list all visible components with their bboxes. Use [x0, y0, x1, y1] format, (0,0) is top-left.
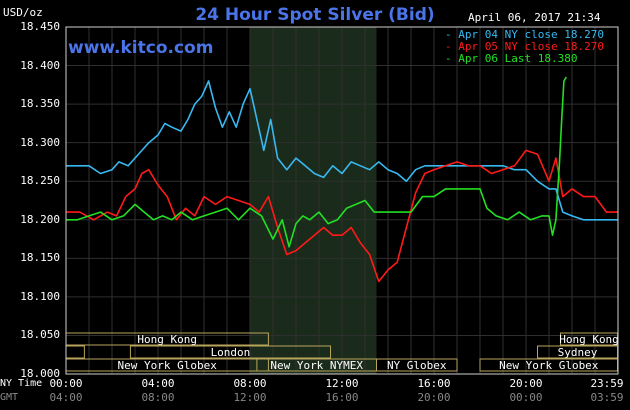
- market-session-label: London: [211, 346, 251, 359]
- series-line-0: [66, 80, 618, 221]
- y-tick-label: 18.100: [20, 289, 60, 303]
- y-tick-label: 18.450: [20, 20, 60, 33]
- x-tick-label-local: 08:00: [233, 377, 267, 390]
- x-tick-label-gmt: 04:00: [49, 391, 83, 404]
- x-tick-label-local: 23:59: [590, 377, 624, 390]
- market-session-box: [376, 358, 458, 372]
- legend-label: Apr 05 NY close 18.270: [458, 40, 604, 53]
- plot-highlight: [250, 27, 377, 374]
- market-session-box: [129, 345, 331, 359]
- x-tick-label-gmt: 16:00: [325, 391, 359, 404]
- x-tick-label-local: 16:00: [417, 377, 451, 390]
- market-session-label: New York Globex: [118, 359, 218, 372]
- legend-item-apr04: - Apr 04 NY close 18.270: [445, 28, 604, 41]
- y-tick-label: 18.000: [20, 367, 60, 380]
- x-tick-label-local: 04:00: [141, 377, 175, 390]
- timestamp: April 06, 2017 21:34: [468, 11, 601, 24]
- x-tick-label-local: 00:00: [49, 377, 83, 390]
- unit-label: USD/oz: [3, 6, 43, 19]
- market-session-label: Hong Kong: [559, 333, 619, 346]
- market-session-box: [65, 345, 85, 359]
- x-tick-label-gmt: 12:00: [233, 391, 267, 404]
- price-lines: [66, 76, 618, 283]
- y-tick-label: 18.250: [20, 174, 60, 188]
- market-session-label: New York Globex: [499, 359, 599, 372]
- y-tick-label: 18.200: [20, 212, 60, 226]
- x-tick-label-gmt: 08:00: [141, 391, 175, 404]
- legend-label: Apr 04 NY close 18.270: [458, 28, 604, 41]
- y-tick-label: 18.400: [20, 58, 60, 72]
- x-tick-label-gmt: 03:59: [590, 391, 624, 404]
- y-tick-label: 18.350: [20, 97, 60, 111]
- legend-item-apr05: - Apr 05 NY close 18.270: [445, 40, 604, 53]
- x-tick-label-local: 20:00: [509, 377, 543, 390]
- y-tick-label: 18.300: [20, 135, 60, 149]
- brand-link[interactable]: www.kitco.com: [68, 38, 214, 58]
- ny-time-axis-label: NY Time: [0, 378, 43, 389]
- y-tick-label: 18.150: [20, 251, 60, 265]
- series-line-2: [66, 76, 567, 248]
- market-session-label: Hong Kong: [137, 333, 197, 346]
- market-session-label: Sydney: [558, 346, 598, 359]
- market-session-label: New York NYMEX: [270, 359, 363, 372]
- y-tick-label: 18.050: [20, 328, 60, 342]
- gmt-axis-label: GMT: [0, 392, 19, 403]
- legend: - Apr 04 NY close 18.270 - Apr 05 NY clo…: [445, 29, 604, 65]
- x-tick-label-gmt: 00:00: [509, 391, 543, 404]
- market-session-label: NY Globex: [387, 359, 447, 372]
- legend-item-apr06: - Apr 06 Last 18.380: [445, 52, 578, 65]
- legend-label: Apr 06 Last 18.380: [458, 52, 578, 65]
- grid-lines: [66, 26, 618, 375]
- chart-title: 24 Hour Spot Silver (Bid): [195, 5, 435, 25]
- plot-frame: [65, 26, 619, 375]
- x-tick-label-gmt: 20:00: [417, 391, 451, 404]
- series-line-1: [66, 149, 618, 283]
- x-tick-label-local: 12:00: [325, 377, 359, 390]
